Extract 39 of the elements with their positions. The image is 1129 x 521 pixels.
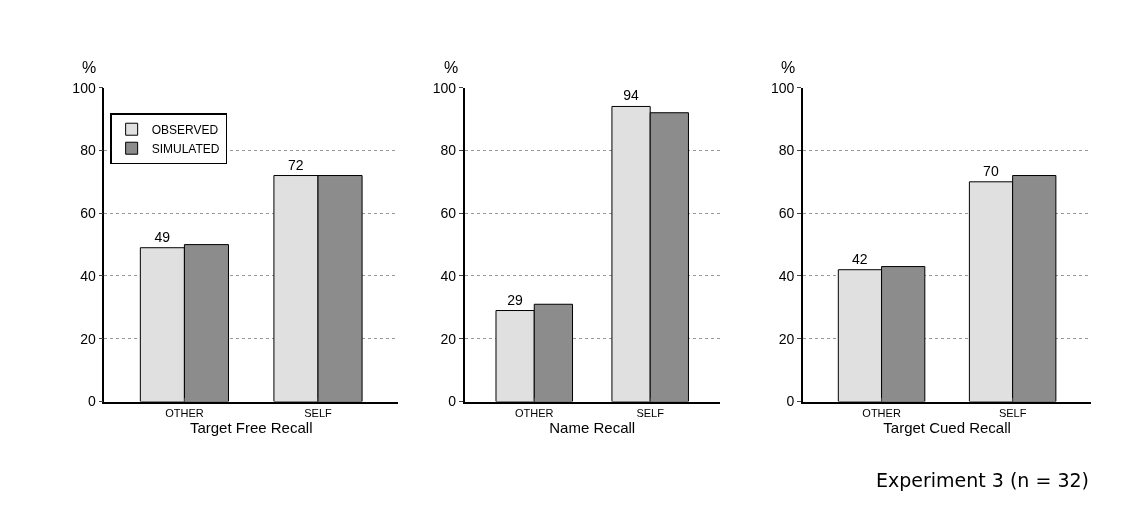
y-tick-label: 20 [80, 330, 96, 347]
x-axis-title: Target Cued Recall [883, 418, 1011, 436]
y-tick-label: 40 [778, 267, 795, 284]
x-tick-label: OTHER [515, 406, 554, 419]
data-label: 72 [288, 156, 304, 173]
x-tick-label: SELF [636, 406, 665, 419]
legend-label: OBSERVED [151, 122, 219, 137]
x-tick-label: SELF [304, 406, 333, 419]
y-tick-label: 80 [440, 142, 457, 159]
x-tick-label: SELF [998, 406, 1027, 419]
text: Experiment 3 (n = 32) [876, 469, 1089, 491]
y-tick-label: 100 [771, 79, 795, 96]
y-tick-label: 0 [448, 393, 457, 410]
data-label: 29 [507, 291, 524, 308]
y-tick-label: 100 [72, 79, 96, 96]
y-axis-title: % [82, 59, 97, 76]
y-tick-label: 60 [778, 205, 795, 222]
x-axis-title: Target Free Recall [189, 418, 313, 436]
x-tick-label: OTHER [862, 406, 901, 419]
data-label: 70 [983, 162, 999, 179]
y-tick-label: 80 [80, 142, 96, 159]
y-tick-label: 0 [786, 393, 795, 410]
data-label: 94 [623, 87, 639, 104]
x-axis-title: Name Recall [549, 418, 636, 436]
y-axis-title: % [444, 59, 459, 76]
y-axis-title: % [781, 59, 796, 76]
y-tick-label: 60 [80, 205, 96, 222]
y-tick-label: 20 [440, 330, 457, 347]
y-tick-label: 100 [432, 79, 457, 96]
y-tick-label: 20 [778, 330, 795, 347]
data-label: 42 [852, 250, 868, 267]
y-tick-label: 0 [87, 393, 96, 410]
y-tick-label: 40 [80, 267, 96, 284]
y-tick-label: 80 [778, 142, 795, 159]
data-label: 49 [154, 228, 171, 245]
y-tick-label: 60 [440, 205, 457, 222]
legend-label: SIMULATED [151, 141, 220, 156]
x-tick-label: OTHER [165, 406, 204, 419]
y-tick-label: 40 [440, 267, 457, 284]
